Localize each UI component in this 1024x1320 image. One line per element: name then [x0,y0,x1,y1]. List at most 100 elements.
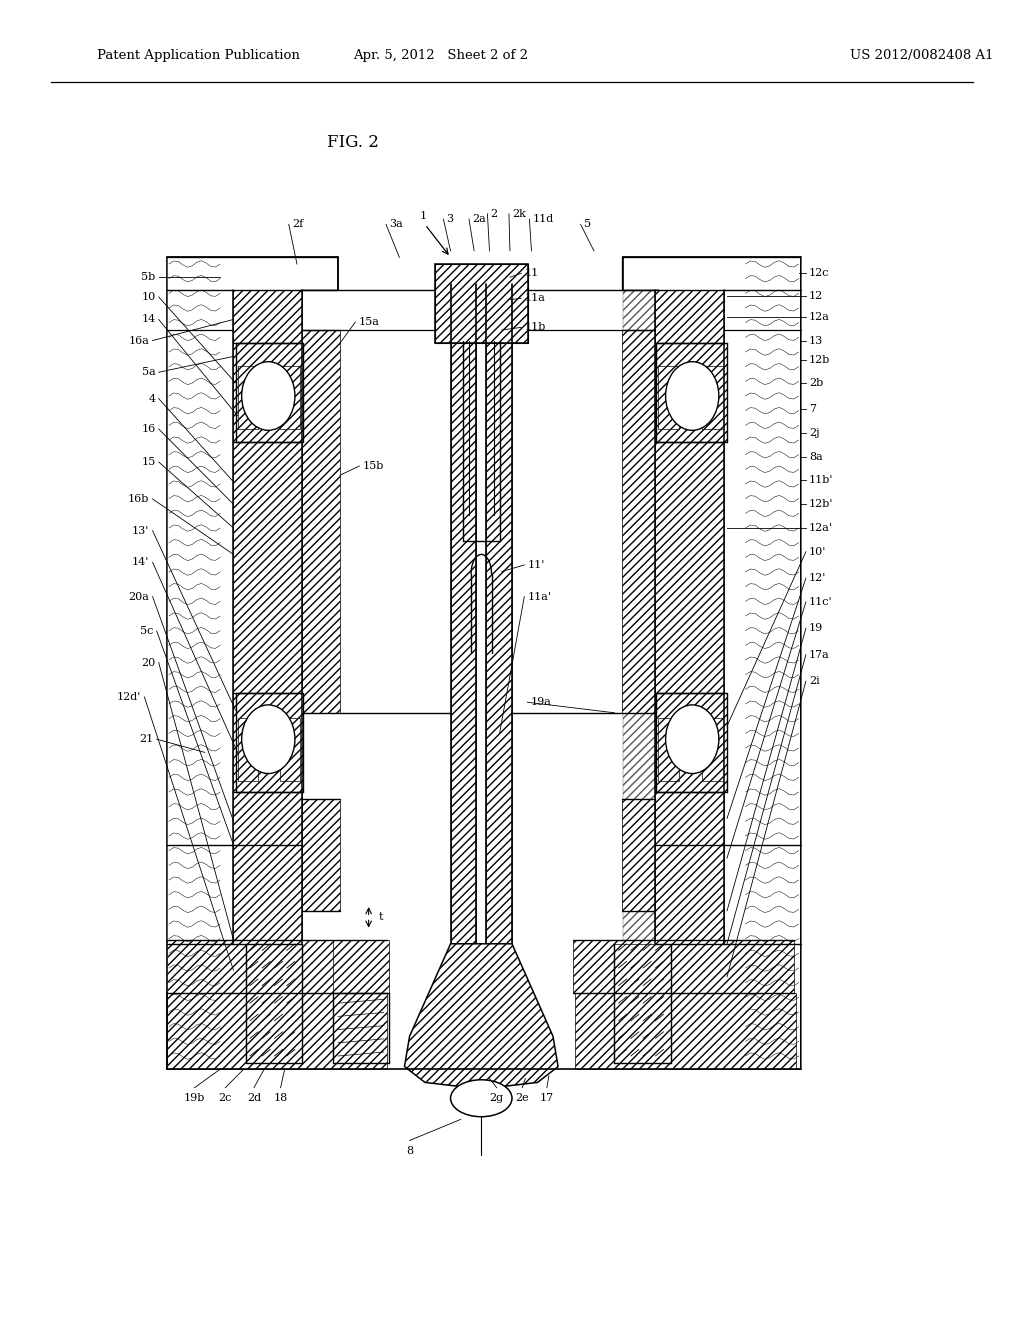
Bar [238,366,258,429]
Text: 12: 12 [809,290,823,301]
Text: 7: 7 [809,404,816,414]
Text: 16b: 16b [128,494,150,504]
Text: 11a: 11a [524,293,545,304]
Text: 11': 11' [527,560,545,570]
Text: 8a: 8a [809,451,822,462]
Bar [656,343,727,442]
Ellipse shape [451,1080,512,1117]
Bar [167,940,387,993]
Circle shape [666,362,719,430]
Text: 14': 14' [132,557,150,568]
Bar [573,940,794,993]
Text: 12b: 12b [809,355,830,366]
Text: 8: 8 [407,1146,413,1156]
Text: 19b: 19b [184,1093,205,1104]
Text: US 2012/0082408 A1: US 2012/0082408 A1 [850,49,993,62]
Text: 12a: 12a [809,312,829,322]
Text: 15: 15 [141,457,156,467]
Text: 15a: 15a [358,317,379,327]
Bar [702,718,723,781]
Bar [167,257,302,1069]
Text: 19a: 19a [530,697,551,708]
Bar [614,944,671,1063]
Text: 18: 18 [273,1093,288,1104]
Bar [655,290,724,944]
Circle shape [242,362,295,430]
Text: 2g: 2g [489,1093,504,1104]
Text: 10: 10 [141,292,156,302]
Bar [622,330,655,713]
Text: 20a: 20a [129,591,150,602]
Bar [236,343,303,442]
Polygon shape [404,944,558,1089]
Text: 1: 1 [420,211,426,222]
Text: t: t [379,912,383,923]
Text: 12a': 12a' [809,523,833,533]
Bar [167,993,387,1069]
Bar [658,718,679,781]
Text: 5b: 5b [141,272,156,282]
Text: 2: 2 [490,209,498,219]
Bar [658,366,679,429]
Text: 10': 10' [809,546,826,557]
Text: 2d: 2d [247,1093,261,1104]
Text: 12c: 12c [809,268,829,279]
Text: 11d: 11d [532,214,554,224]
Text: 2b: 2b [809,378,823,388]
Text: 16a: 16a [129,335,150,346]
Bar [656,693,727,792]
Circle shape [666,705,719,774]
Polygon shape [623,257,801,1069]
Circle shape [242,705,295,774]
Text: 11a': 11a' [527,591,551,602]
Text: 13: 13 [809,335,823,346]
Text: 2f: 2f [292,219,303,230]
Text: 5a: 5a [142,367,156,378]
Text: 2j: 2j [809,428,819,438]
Text: 15b: 15b [362,461,384,471]
Text: 2k: 2k [512,209,526,219]
Text: 11b: 11b [524,322,546,333]
Bar [238,718,258,781]
Bar [233,290,302,944]
Text: 5: 5 [584,219,591,230]
Text: 5c: 5c [140,626,154,636]
Text: FIG. 2: FIG. 2 [328,135,379,150]
Bar [623,257,801,1069]
Text: 2e: 2e [515,1093,529,1104]
Bar [236,693,303,792]
Text: 20: 20 [141,657,156,668]
Text: 19: 19 [809,623,823,634]
Bar [486,284,512,944]
Bar [702,366,723,429]
Bar [246,944,302,1063]
Text: 11c': 11c' [809,597,833,607]
Text: 12d': 12d' [117,692,141,702]
Bar [435,264,528,343]
Text: Patent Application Publication: Patent Application Publication [97,49,300,62]
Text: 2c: 2c [218,1093,232,1104]
Text: 16: 16 [141,424,156,434]
Bar [451,284,476,944]
Bar [575,993,796,1069]
Text: 12': 12' [809,573,826,583]
Text: Apr. 5, 2012   Sheet 2 of 2: Apr. 5, 2012 Sheet 2 of 2 [353,49,527,62]
Text: 12b': 12b' [809,499,834,510]
Text: 3a: 3a [389,219,402,230]
Bar [302,799,340,911]
Bar [280,366,300,429]
Text: 11: 11 [524,268,539,279]
Polygon shape [167,257,338,1069]
Text: 4: 4 [148,393,156,404]
Text: 2i: 2i [809,676,819,686]
Text: 21: 21 [139,734,154,744]
Bar [333,940,389,993]
Text: 3: 3 [446,214,454,224]
Bar [280,718,300,781]
Text: 11b': 11b' [809,475,834,486]
Bar [302,330,340,713]
Text: 14: 14 [141,314,156,325]
Text: 17: 17 [540,1093,554,1104]
Bar [622,799,655,911]
Text: 17a: 17a [809,649,829,660]
